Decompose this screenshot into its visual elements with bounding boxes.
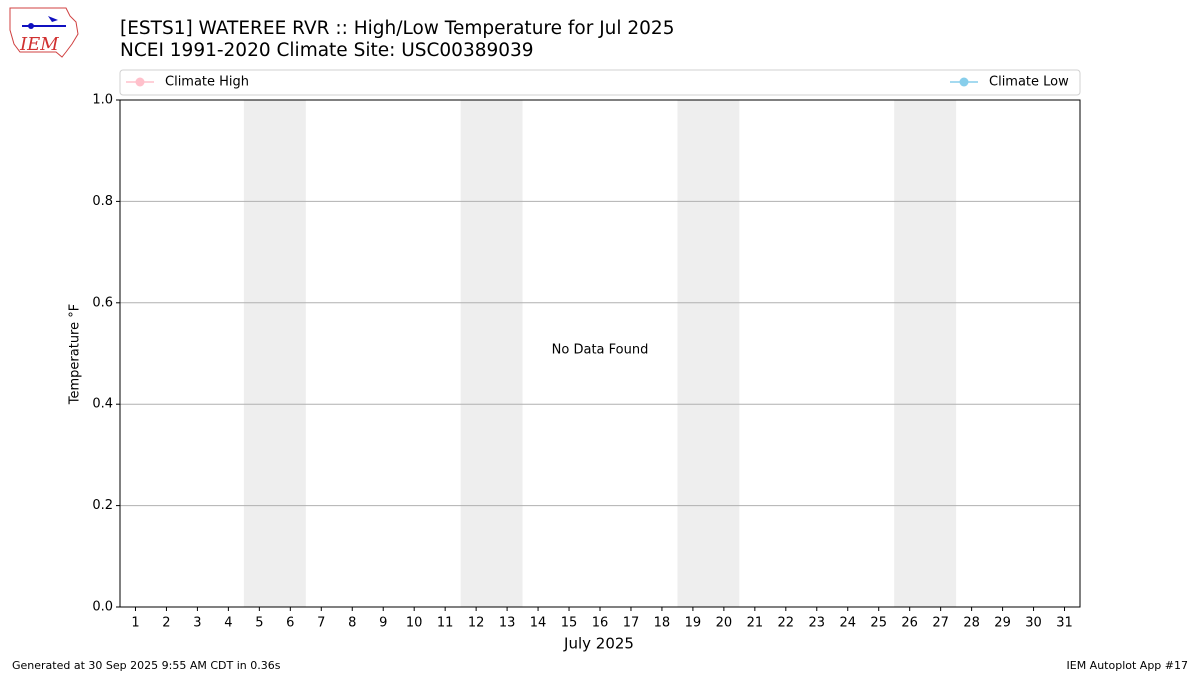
x-tick-label: 12	[468, 616, 485, 631]
chart-subtitle: NCEI 1991-2020 Climate Site: USC00389039	[120, 40, 534, 61]
weekend-shade	[460, 100, 523, 607]
x-tick-label: 24	[839, 616, 856, 631]
legend-marker	[959, 77, 969, 87]
x-tick-label: 3	[193, 616, 201, 631]
x-tick-label: 11	[437, 616, 454, 631]
x-tick-label: 2	[162, 616, 170, 631]
x-tick-label: 17	[623, 616, 640, 631]
x-tick-label: 9	[379, 616, 387, 631]
y-tick-label: 0.2	[92, 498, 113, 513]
x-axis-label: July 2025	[563, 635, 634, 653]
chart-title: [ESTS1] WATEREE RVR :: High/Low Temperat…	[120, 18, 674, 39]
logo: IEM	[9, 7, 79, 58]
x-tick-label: 16	[592, 616, 609, 631]
x-tick-label: 26	[901, 616, 918, 631]
x-tick-label: 1	[131, 616, 139, 631]
weekend-shade	[243, 100, 306, 607]
x-tick-label: 15	[561, 616, 578, 631]
y-tick-label: 0.6	[92, 295, 113, 310]
x-tick-label: 27	[932, 616, 949, 631]
weekend-shade	[677, 100, 740, 607]
x-tick-label: 14	[530, 616, 547, 631]
x-tick-label: 31	[1056, 616, 1073, 631]
x-tick-label: 23	[809, 616, 826, 631]
x-tick-label: 18	[654, 616, 671, 631]
y-tick-label: 0.8	[92, 194, 113, 209]
legend-marker	[135, 77, 145, 87]
x-tick-label: 22	[778, 616, 795, 631]
x-tick-label: 6	[286, 616, 294, 631]
x-tick-label: 13	[499, 616, 516, 631]
y-axis-label: Temperature °F	[68, 304, 83, 405]
weekend-shade	[894, 100, 957, 607]
legend-label: Climate High	[165, 75, 249, 90]
x-tick-label: 5	[255, 616, 263, 631]
x-tick-label: 4	[224, 616, 232, 631]
y-tick-label: 1.0	[92, 93, 113, 108]
footer-left: Generated at 30 Sep 2025 9:55 AM CDT in …	[12, 659, 281, 672]
plot-frame	[119, 99, 1081, 608]
y-tick-label: 0.0	[92, 600, 113, 615]
x-tick-label: 20	[716, 616, 733, 631]
x-tick-label: 25	[870, 616, 887, 631]
x-tick-label: 21	[747, 616, 764, 631]
legend-label: Climate Low	[989, 75, 1069, 90]
x-tick-label: 8	[348, 616, 356, 631]
footer-right: IEM Autoplot App #17	[1067, 659, 1189, 672]
legend-box	[119, 69, 1081, 96]
annotation: No Data Found	[552, 343, 649, 358]
x-tick-label: 28	[963, 616, 980, 631]
y-tick-label: 0.4	[92, 397, 113, 412]
x-tick-label: 19	[685, 616, 702, 631]
x-tick-label: 29	[994, 616, 1011, 631]
logo-text: IEM	[19, 34, 59, 55]
x-tick-label: 7	[317, 616, 325, 631]
x-tick-label: 10	[406, 616, 423, 631]
x-tick-label: 30	[1025, 616, 1042, 631]
